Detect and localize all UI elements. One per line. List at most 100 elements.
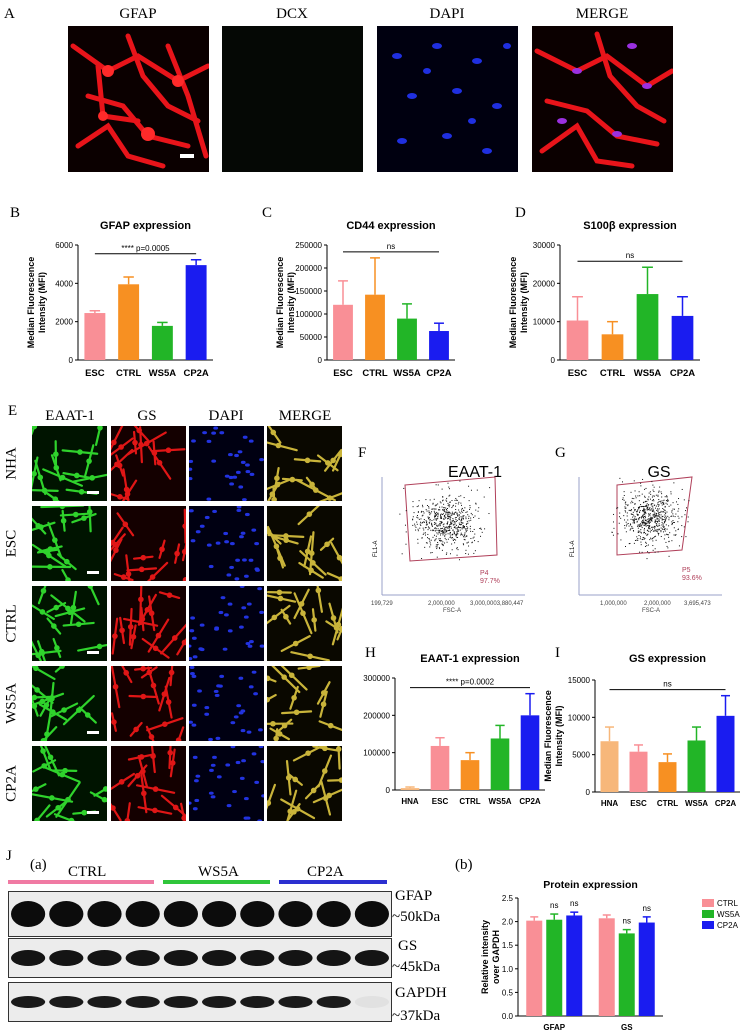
event-dot xyxy=(448,517,450,519)
event-dot xyxy=(416,515,418,517)
nucleus-dot xyxy=(234,577,240,581)
cell-body xyxy=(117,494,123,500)
nucleus-dot xyxy=(249,472,255,476)
event-dot xyxy=(447,512,449,514)
event-dot xyxy=(647,518,649,520)
event-dot xyxy=(652,514,654,516)
panel-e-col-dapi: DAPI xyxy=(208,408,244,424)
panel-a-label-dapi: DAPI xyxy=(429,6,465,22)
event-dot xyxy=(455,516,457,518)
event-dot xyxy=(640,532,642,534)
event-dot xyxy=(464,536,466,538)
nucleus-dot xyxy=(218,684,223,688)
event-dot xyxy=(454,523,456,525)
event-dot xyxy=(662,524,664,526)
cell-body xyxy=(41,763,47,769)
cell-body xyxy=(182,577,186,581)
event-dot xyxy=(640,525,642,527)
event-dot xyxy=(423,529,425,531)
blot-band xyxy=(278,996,313,1008)
event-dot xyxy=(652,508,654,510)
event-dot xyxy=(638,518,640,520)
event-dot xyxy=(666,534,668,536)
event-dot xyxy=(452,513,454,515)
event-dot xyxy=(461,508,463,510)
event-dot xyxy=(655,513,657,515)
nucleus-dot xyxy=(199,524,205,528)
event-dot xyxy=(456,533,458,535)
cell-body xyxy=(171,635,178,641)
event-dot xyxy=(638,517,640,519)
cell-body xyxy=(271,496,277,501)
event-dot xyxy=(628,525,630,527)
chart-jb-bar-cp2a-gfap xyxy=(566,915,583,1016)
event-dot xyxy=(664,519,666,521)
event-dot xyxy=(657,512,659,514)
nucleus-dot xyxy=(208,564,214,569)
event-dot xyxy=(623,491,625,493)
nucleus-dot xyxy=(215,541,221,545)
event-dot xyxy=(672,508,674,510)
event-dot xyxy=(652,549,654,551)
event-dot xyxy=(456,548,458,550)
event-dot xyxy=(445,517,447,519)
event-dot xyxy=(647,499,649,501)
event-dot xyxy=(648,515,650,517)
event-dot xyxy=(639,524,641,526)
event-dot xyxy=(657,521,659,523)
cell-body xyxy=(333,625,340,631)
event-dot xyxy=(435,518,437,520)
cell-body xyxy=(338,576,342,581)
blot-gfap xyxy=(8,891,392,937)
event-dot xyxy=(414,525,416,527)
event-dot xyxy=(653,486,655,488)
chart-d-significance-label: ns xyxy=(626,251,634,260)
event-dot xyxy=(659,486,661,488)
chart-jb-bar-ws5a-gs xyxy=(618,933,635,1016)
event-dot xyxy=(673,482,675,484)
event-dot xyxy=(450,520,452,522)
event-dot xyxy=(426,523,428,525)
event-dot xyxy=(462,516,464,518)
event-dot xyxy=(453,521,455,523)
event-dot xyxy=(437,525,439,527)
cell-body xyxy=(33,786,39,792)
event-dot xyxy=(464,525,466,527)
event-dot xyxy=(665,541,667,543)
event-dot xyxy=(652,506,654,508)
nucleus-dot xyxy=(230,721,236,725)
event-dot xyxy=(634,510,636,512)
nucleus-dot xyxy=(245,641,251,646)
cell-body xyxy=(165,699,172,705)
event-dot xyxy=(467,541,469,543)
event-dot xyxy=(475,509,477,511)
event-dot xyxy=(638,500,640,502)
event-dot xyxy=(412,501,414,503)
event-dot xyxy=(442,541,444,543)
event-dot xyxy=(623,515,625,517)
event-dot xyxy=(454,521,456,523)
cell-body xyxy=(81,809,88,816)
event-dot xyxy=(432,502,434,504)
nucleus-dot xyxy=(189,666,195,669)
event-dot xyxy=(489,487,491,489)
event-dot xyxy=(637,527,639,529)
chart-jb-legend-swatch-ws5a xyxy=(702,910,714,918)
cell-body xyxy=(267,675,271,682)
cell-body xyxy=(53,451,59,458)
event-dot xyxy=(424,532,426,534)
event-dot xyxy=(663,526,665,528)
event-dot xyxy=(675,534,677,536)
event-dot xyxy=(443,528,445,530)
nucleus-dot xyxy=(219,674,225,678)
nucleus-dot xyxy=(190,539,196,543)
event-dot xyxy=(646,521,648,523)
event-dot xyxy=(441,530,443,532)
nucleus-dot xyxy=(240,531,246,535)
event-dot xyxy=(448,515,450,517)
event-dot xyxy=(641,523,643,525)
event-dot xyxy=(451,500,453,502)
event-dot xyxy=(433,510,435,512)
event-dot xyxy=(660,535,662,537)
event-dot xyxy=(439,538,441,540)
